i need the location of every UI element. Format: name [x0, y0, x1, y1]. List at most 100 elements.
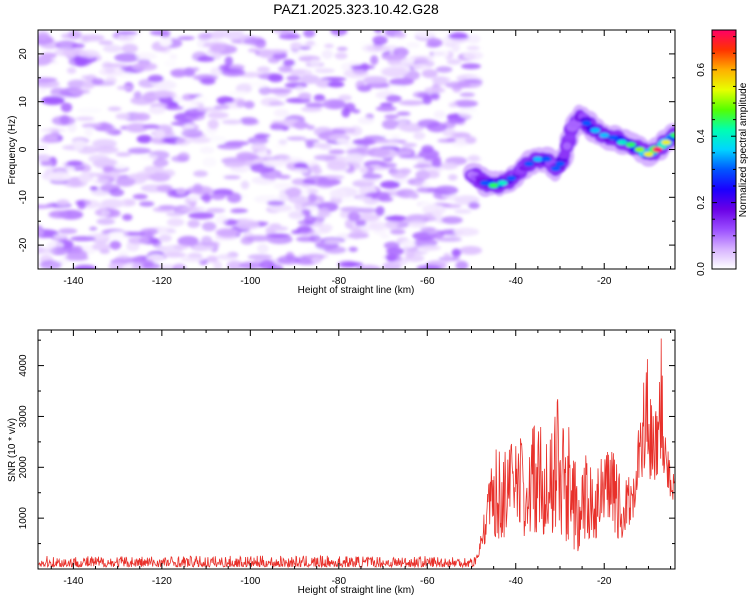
noise-blob	[102, 44, 123, 53]
noise-blob	[55, 40, 78, 51]
track-peak	[555, 161, 565, 167]
noise-blob	[318, 223, 333, 232]
noise-blob	[38, 229, 44, 236]
noise-blob	[41, 96, 65, 105]
noise-blob	[338, 94, 352, 102]
noise-blob	[415, 170, 431, 181]
noise-blob	[66, 165, 75, 173]
track-core	[568, 119, 582, 128]
noise-blob	[96, 172, 122, 180]
noise-blob	[431, 157, 442, 169]
noise-blob	[172, 263, 187, 269]
noise-blob	[381, 132, 403, 137]
noise-blob	[451, 248, 462, 257]
noise-blob	[425, 42, 440, 48]
noise-blob	[162, 245, 184, 254]
noise-blob	[467, 155, 480, 162]
noise-blob	[164, 105, 184, 111]
noise-blob	[357, 116, 375, 125]
noise-blob	[60, 102, 73, 113]
noise-blob	[147, 74, 164, 83]
noise-blob	[374, 30, 383, 33]
y-tick-label: 2000	[18, 456, 29, 479]
noise-blob	[236, 153, 259, 161]
noise-blob	[127, 173, 148, 180]
noise-blob	[38, 77, 58, 83]
noise-blob	[385, 220, 399, 230]
noise-blob	[402, 148, 415, 155]
noise-blob	[209, 32, 223, 41]
noise-blob	[91, 243, 111, 251]
y-tick-label: 0	[18, 146, 29, 152]
noise-blob	[448, 174, 458, 181]
noise-blob	[251, 80, 268, 88]
noise-blob	[84, 126, 93, 137]
noise-blob	[390, 229, 406, 235]
noise-blob	[420, 226, 436, 233]
track-peak	[479, 180, 490, 186]
noise-blob	[431, 92, 440, 101]
noise-blob	[69, 89, 91, 95]
noise-blob	[125, 123, 149, 133]
noise-blob	[426, 122, 447, 133]
noise-blob	[134, 112, 151, 121]
noise-blob	[301, 106, 323, 113]
noise-blob	[458, 108, 481, 119]
noise-blob	[38, 247, 56, 254]
noise-blob	[130, 96, 155, 105]
noise-blob	[180, 256, 205, 263]
noise-blob	[310, 143, 331, 148]
noise-blob	[226, 260, 243, 269]
noise-blob	[321, 49, 334, 60]
noise-blob	[127, 147, 152, 154]
noise-blob	[286, 75, 301, 82]
track-peak	[541, 156, 552, 162]
noise-blob	[166, 212, 184, 217]
noise-blob	[359, 63, 370, 71]
noise-blob	[384, 215, 407, 221]
noise-blob	[152, 239, 162, 248]
noise-blob	[223, 175, 241, 180]
noise-blob	[289, 68, 313, 77]
noise-blob	[465, 136, 477, 144]
noise-blob	[381, 66, 408, 78]
snr-x-label: Height of straight line (km)	[298, 585, 415, 596]
noise-blob	[295, 85, 305, 92]
noise-blob	[461, 63, 481, 70]
noise-blob	[256, 66, 271, 73]
noise-blob	[200, 195, 212, 201]
noise-blob	[259, 259, 275, 269]
noise-blob	[158, 234, 172, 242]
noise-blob	[326, 160, 347, 171]
noise-blob	[126, 231, 145, 236]
noise-blob	[406, 42, 420, 49]
noise-blob	[200, 78, 216, 85]
noise-blob	[48, 127, 59, 132]
noise-blob	[66, 160, 84, 167]
noise-blob	[132, 193, 148, 200]
noise-blob	[175, 187, 187, 195]
track-peak	[608, 134, 619, 141]
noise-blob	[50, 246, 69, 256]
noise-blob	[136, 134, 153, 144]
noise-blob	[273, 30, 283, 34]
noise-blob	[389, 78, 414, 86]
noise-blob	[39, 260, 62, 269]
noise-blob	[401, 143, 418, 147]
noise-blob	[58, 228, 78, 235]
noise-blob	[67, 30, 83, 40]
x-tick-label: -100	[240, 276, 260, 287]
noise-blob	[152, 158, 169, 167]
noise-blob	[115, 31, 138, 35]
noise-blob	[359, 165, 368, 174]
x-tick-label: -80	[332, 276, 347, 287]
track-peak	[550, 166, 561, 172]
noise-blob	[418, 245, 441, 251]
x-tick-label: -80	[332, 576, 347, 587]
noise-blob	[230, 208, 248, 214]
noise-blob	[224, 162, 246, 168]
noise-blob	[277, 174, 291, 180]
noise-blob	[81, 81, 95, 89]
noise-blob	[305, 102, 325, 108]
snr-frame	[37, 329, 676, 570]
